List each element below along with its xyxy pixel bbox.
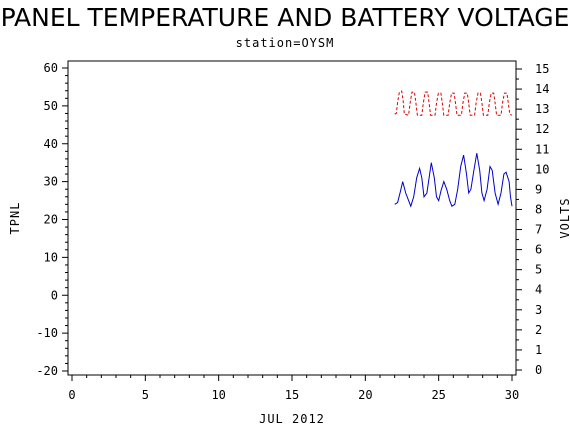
x-tick-label: 0 xyxy=(68,388,75,402)
right-tick-label: 9 xyxy=(535,182,542,196)
right-tick-label: 13 xyxy=(535,102,549,116)
left-tick-label: -10 xyxy=(36,326,58,340)
x-tick-label: 25 xyxy=(431,388,445,402)
left-axis-ticks: -20 -10 0 10 20 30 40 50 60 xyxy=(36,61,68,378)
right-tick-label: 7 xyxy=(535,223,542,237)
chart-subtitle: station=OYSM xyxy=(235,36,335,50)
right-tick-label: 6 xyxy=(535,243,542,257)
x-tick-label: 20 xyxy=(358,388,372,402)
x-tick-label: 10 xyxy=(211,388,225,402)
right-tick-label: 15 xyxy=(535,62,549,76)
right-tick-label: 11 xyxy=(535,142,549,156)
left-axis-label: TPNL xyxy=(8,202,22,235)
left-tick-label: 30 xyxy=(44,175,58,189)
x-axis-ticks: 0 5 10 15 20 25 30 xyxy=(68,375,519,402)
right-tick-label: 3 xyxy=(535,303,542,317)
right-tick-label: 0 xyxy=(535,363,542,377)
x-tick-label: 5 xyxy=(142,388,149,402)
right-axis-label: VOLTS xyxy=(558,197,570,238)
right-tick-label: 5 xyxy=(535,263,542,277)
plot-frame xyxy=(67,60,517,376)
left-tick-label: 20 xyxy=(44,213,58,227)
x-tick-label: 15 xyxy=(285,388,299,402)
voltage-series-line xyxy=(394,90,513,116)
right-tick-label: 10 xyxy=(535,162,549,176)
right-tick-label: 8 xyxy=(535,202,542,216)
right-tick-label: 14 xyxy=(535,82,549,96)
left-tick-label: 0 xyxy=(51,288,58,302)
series-layer xyxy=(394,90,513,208)
right-tick-label: 12 xyxy=(535,122,549,136)
left-tick-label: 10 xyxy=(44,250,58,264)
x-tick-label: 30 xyxy=(505,388,519,402)
x-axis-label: JUL 2012 xyxy=(259,412,325,426)
right-tick-label: 4 xyxy=(535,283,542,297)
right-tick-label: 2 xyxy=(535,323,542,337)
right-tick-label: 1 xyxy=(535,343,542,357)
chart-title: PANEL TEMPERATURE AND BATTERY VOLTAGE xyxy=(0,3,570,32)
left-tick-label: -20 xyxy=(36,364,58,378)
temperature-series-line xyxy=(394,153,513,208)
left-tick-label: 40 xyxy=(44,137,58,151)
left-tick-label: 60 xyxy=(44,61,58,75)
left-tick-label: 50 xyxy=(44,99,58,113)
